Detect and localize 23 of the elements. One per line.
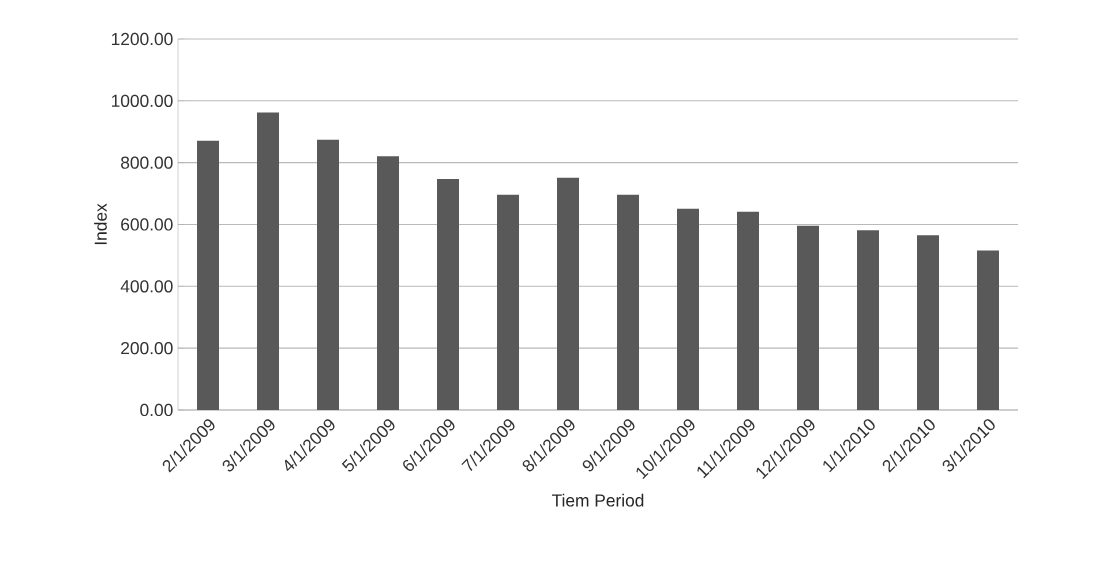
bar: [437, 179, 460, 410]
y-tick-label: 600.00: [121, 218, 173, 231]
bar: [557, 177, 580, 410]
bar: [677, 208, 699, 410]
y-tick-label: 1000.00: [111, 94, 173, 107]
bar: [797, 225, 819, 410]
bar: [317, 139, 339, 410]
bar: [197, 140, 220, 410]
y-tick-label: 0.00: [140, 403, 173, 417]
y-tick-label: 800.00: [121, 156, 173, 169]
y-tick-label: 400.00: [120, 280, 173, 293]
bar: [257, 112, 280, 410]
bar: [377, 156, 400, 410]
bar: [497, 194, 520, 410]
y-axis-title: Index: [94, 203, 107, 245]
x-axis-title: Tiem Period: [552, 493, 644, 507]
y-tick-label: 200.00: [121, 342, 173, 355]
y-tick-label: 1200.00: [111, 32, 173, 46]
bar: [977, 250, 999, 410]
bar: [617, 194, 639, 410]
bar: [917, 235, 939, 410]
bar: [857, 230, 879, 410]
bar: [737, 211, 759, 410]
